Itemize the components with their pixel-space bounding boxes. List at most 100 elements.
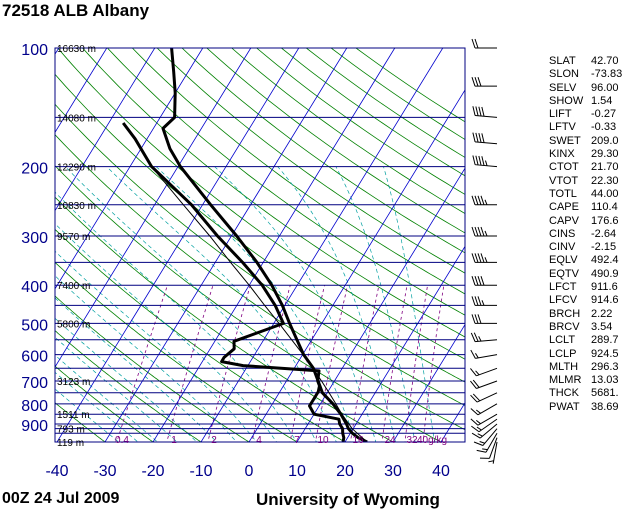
- wind-barb-flag: [474, 226, 479, 237]
- wind-barb-shaft: [489, 437, 498, 459]
- moist-adiabat-line: [55, 250, 258, 442]
- height-label: 5800 m: [57, 319, 90, 330]
- pressure-tick-label: 200: [21, 161, 48, 178]
- moist-adiabat-line: [55, 388, 120, 442]
- wind-barb-flag: [470, 368, 477, 377]
- height-label: 10830 m: [57, 201, 96, 212]
- height-label: 7400 m: [57, 281, 90, 292]
- index-value: 96.00: [591, 81, 619, 94]
- wind-barb-flag: [477, 195, 482, 205]
- wind-barb: [479, 437, 498, 459]
- wind-barb-flag: [471, 425, 480, 433]
- wind-barb-flag: [474, 296, 479, 306]
- height-label: 793 m: [57, 425, 85, 436]
- wind-barb-flag: [475, 155, 479, 166]
- data-source: University of Wyoming: [256, 490, 440, 509]
- wind-barb-flag: [471, 432, 481, 439]
- index-value: 38.69: [591, 400, 619, 413]
- isotherm-line: [152, 48, 396, 442]
- wind-barb-flag: [477, 296, 482, 306]
- index-value: 1.54: [591, 94, 613, 107]
- wind-barb-half-flag: [475, 370, 480, 376]
- index-value: 13.03: [591, 374, 619, 387]
- wind-barb-half-flag: [482, 448, 488, 451]
- wind-barb-flag: [472, 106, 476, 116]
- isotherm-line: [0, 48, 11, 450]
- index-row-swet: SWET 209.0: [549, 135, 622, 148]
- index-row-lfcv: LFCV 914.6: [549, 294, 622, 307]
- index-row-show: SHOW 1.54: [549, 95, 622, 108]
- index-name: LIFT: [549, 108, 572, 121]
- wind-barb-flag: [472, 393, 481, 402]
- isotherm-line: [344, 245, 465, 442]
- index-value: 42.70: [591, 55, 619, 67]
- index-value: -2.64: [591, 227, 617, 240]
- index-row-lftv: LFTV -0.33: [549, 121, 622, 134]
- index-row-cape: CAPE 110.4: [549, 201, 622, 214]
- index-value: -73.83: [591, 68, 623, 81]
- wind-barb-flag: [480, 253, 485, 263]
- index-name: LFCV: [549, 294, 578, 307]
- wind-barb: [470, 332, 498, 343]
- dry-adiabat-line: [206, 48, 465, 234]
- index-row-selv: SELV 96.00: [549, 82, 622, 95]
- index-row-slat: SLAT 42.70: [549, 55, 622, 68]
- mixing-ratio-label: 32: [406, 435, 418, 446]
- isotherm-line: [55, 48, 252, 368]
- parcel-trace: [151, 166, 368, 442]
- wind-barb-shaft: [477, 413, 498, 426]
- wind-barb-half-flag: [484, 257, 488, 263]
- wind-barb: [471, 77, 497, 87]
- wind-barb: [471, 276, 497, 286]
- moist-adiabat-line: [55, 191, 297, 442]
- index-row-mlth: MLTH 296.3: [549, 361, 622, 374]
- wind-barb-half-flag: [479, 441, 485, 444]
- pressure-tick-label: 700: [21, 375, 48, 392]
- moist-adiabat-line: [55, 371, 139, 442]
- temperature-tick-label: -10: [189, 463, 212, 480]
- index-name: MLMR: [549, 374, 582, 387]
- wind-barb-shaft: [475, 141, 498, 145]
- wind-barb-flag: [472, 155, 476, 165]
- mixing-ratio-line: [116, 285, 168, 442]
- wind-barb-flag: [477, 253, 482, 263]
- wind-barb-flag: [477, 77, 482, 87]
- wind-barb-flag: [474, 253, 479, 263]
- mixing-ratio-label: 0.4: [115, 435, 129, 446]
- wind-barb-flag: [470, 332, 476, 342]
- dry-adiabat-line: [181, 48, 465, 254]
- wind-barb-shaft: [492, 441, 498, 464]
- wind-barb: [471, 418, 498, 433]
- index-name: BRCV: [549, 320, 580, 333]
- index-name: CINV: [549, 241, 576, 254]
- wind-barb-flag: [477, 314, 482, 324]
- wind-barb: [471, 195, 497, 206]
- wind-barb: [470, 379, 498, 389]
- index-value: 29.30: [591, 148, 619, 161]
- height-label: 14080 m: [57, 113, 96, 124]
- dry-adiabat-line: [55, 196, 394, 442]
- moist-adiabat-line: [335, 166, 416, 442]
- index-name: CTOT: [549, 161, 579, 174]
- wind-barb-flag: [474, 314, 479, 324]
- index-value: 21.70: [591, 161, 619, 174]
- index-name: CAPE: [549, 201, 579, 214]
- dry-adiabat-line: [231, 48, 465, 215]
- dry-adiabat-line: [131, 48, 465, 295]
- mixing-ratio-line: [166, 285, 214, 442]
- index-name: KINX: [549, 148, 575, 161]
- mixing-ratio-label: 7: [294, 435, 300, 446]
- wind-barb-flag: [470, 408, 479, 416]
- temperature-tick-label: 0: [245, 463, 254, 480]
- temperature-tick-label: 30: [384, 463, 402, 480]
- wind-barb-shaft: [485, 432, 498, 453]
- mixing-ratio-label: 16: [352, 435, 364, 446]
- index-value: 22.30: [591, 174, 619, 187]
- index-name: VTOT: [549, 174, 579, 187]
- mixing-ratio-label: 1: [171, 435, 177, 446]
- wind-barb-flag: [480, 226, 485, 237]
- index-name: SHOW: [549, 94, 584, 107]
- index-row-vtot: VTOT 22.30: [549, 175, 622, 188]
- index-row-ctot: CTOT 21.70: [549, 161, 622, 174]
- wind-barb-flag: [470, 349, 476, 359]
